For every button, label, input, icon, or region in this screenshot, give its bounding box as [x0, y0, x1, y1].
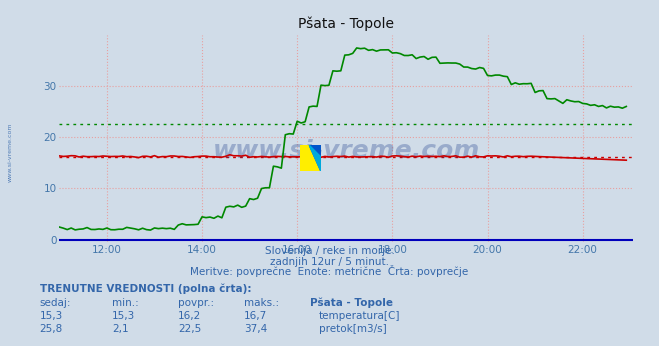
Text: sedaj:: sedaj: [40, 298, 71, 308]
Title: Pšata - Topole: Pšata - Topole [298, 16, 394, 31]
Text: 15,3: 15,3 [40, 311, 63, 321]
Text: min.:: min.: [112, 298, 139, 308]
Text: www.si-vreme.com: www.si-vreme.com [212, 139, 480, 163]
Polygon shape [309, 145, 321, 171]
Text: 37,4: 37,4 [244, 324, 267, 334]
Text: www.si-vreme.com: www.si-vreme.com [8, 122, 13, 182]
Text: 25,8: 25,8 [40, 324, 63, 334]
Text: pretok[m3/s]: pretok[m3/s] [319, 324, 387, 334]
Text: maks.:: maks.: [244, 298, 279, 308]
Text: Meritve: povprečne  Enote: metrične  Črta: povprečje: Meritve: povprečne Enote: metrične Črta:… [190, 265, 469, 277]
Text: Pšata - Topole: Pšata - Topole [310, 297, 393, 308]
Polygon shape [309, 145, 321, 171]
Text: 2,1: 2,1 [112, 324, 129, 334]
Text: zadnjih 12ur / 5 minut.: zadnjih 12ur / 5 minut. [270, 257, 389, 267]
Text: temperatura[C]: temperatura[C] [319, 311, 401, 321]
Text: 16,7: 16,7 [244, 311, 267, 321]
Text: TRENUTNE VREDNOSTI (polna črta):: TRENUTNE VREDNOSTI (polna črta): [40, 284, 251, 294]
Text: 22,5: 22,5 [178, 324, 201, 334]
Text: 16,2: 16,2 [178, 311, 201, 321]
Text: Slovenija / reke in morje.: Slovenija / reke in morje. [264, 246, 395, 256]
Text: povpr.:: povpr.: [178, 298, 214, 308]
Text: 15,3: 15,3 [112, 311, 135, 321]
